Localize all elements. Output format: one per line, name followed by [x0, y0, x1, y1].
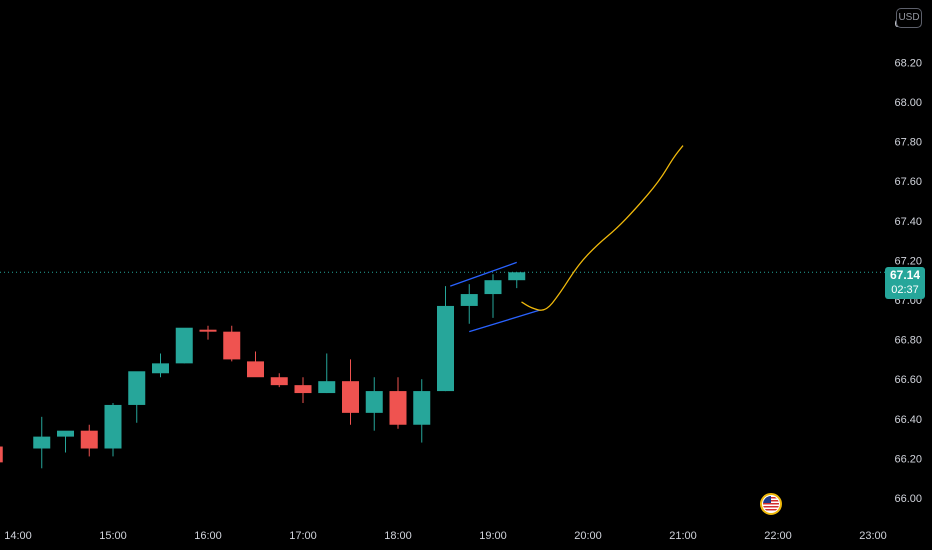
candle	[57, 430, 74, 453]
candle-body	[342, 381, 359, 413]
candle-body	[437, 305, 454, 392]
candle	[413, 379, 431, 443]
candle-body	[152, 363, 169, 374]
candle-body	[484, 280, 502, 295]
candle-body	[460, 294, 478, 306]
price-tick-label: 68.20	[894, 57, 922, 69]
candle-body	[199, 329, 217, 332]
projection-path[interactable]	[521, 145, 684, 311]
channel-line[interactable]	[450, 261, 517, 287]
candle-body	[128, 371, 146, 405]
time-tick-label: 17:00	[289, 530, 317, 542]
candle	[247, 351, 264, 378]
us-flag-icon[interactable]	[760, 493, 782, 515]
candle-body	[104, 404, 122, 449]
time-tick-label: 16:00	[194, 530, 222, 542]
price-axis[interactable]: 66.0066.2066.4066.6066.8067.0067.2067.40…	[894, 18, 922, 505]
candle	[270, 373, 288, 388]
channel-drawing[interactable]	[450, 261, 541, 333]
candle-body	[270, 377, 288, 386]
time-tick-label: 19:00	[479, 530, 507, 542]
candle	[104, 402, 122, 457]
candle-body	[413, 391, 431, 425]
candle-body	[33, 436, 51, 449]
candle	[365, 377, 383, 431]
candle-body	[0, 446, 3, 463]
channel-line[interactable]	[469, 309, 541, 333]
price-tick-label: 67.40	[894, 216, 922, 228]
projection-drawing[interactable]	[521, 145, 684, 311]
candle	[128, 371, 146, 423]
price-tick-label: 66.40	[894, 414, 922, 426]
candle	[294, 377, 312, 403]
candle-body	[247, 361, 264, 378]
candle-body	[365, 391, 383, 413]
time-tick-label: 21:00	[669, 530, 697, 542]
candle	[175, 327, 193, 364]
candle-body	[57, 430, 74, 437]
price-tick-label: 67.80	[894, 137, 922, 149]
candle-body	[508, 272, 526, 281]
candle-body	[294, 385, 312, 394]
price-tick-label: 66.60	[894, 374, 922, 386]
currency-button[interactable]: USD	[896, 8, 922, 28]
candle	[0, 446, 3, 463]
price-tick-label: 67.60	[894, 176, 922, 188]
candle	[437, 286, 454, 392]
candle	[508, 272, 526, 289]
last-price-badge: 67.14 02:37	[885, 267, 925, 299]
time-tick-label: 15:00	[99, 530, 127, 542]
candle	[33, 416, 51, 469]
price-tick-label: 67.20	[894, 255, 922, 267]
candle	[199, 325, 217, 340]
candle-body	[389, 391, 407, 425]
time-tick-label: 23:00	[859, 530, 887, 542]
candle	[389, 377, 407, 429]
time-tick-label: 18:00	[384, 530, 412, 542]
candle	[80, 424, 98, 457]
candle	[223, 325, 241, 362]
candle	[484, 274, 502, 318]
candle	[152, 353, 169, 378]
candles	[0, 272, 526, 469]
time-tick-label: 14:00	[4, 530, 32, 542]
price-tick-label: 66.00	[894, 493, 922, 505]
time-tick-label: 20:00	[574, 530, 602, 542]
price-tick-label: 68.00	[894, 97, 922, 109]
price-tick-label: 66.20	[894, 453, 922, 465]
time-axis[interactable]: 14:00 15:00 16:00 17:00 18:00 19:00 20:00 21:00…	[4, 530, 887, 542]
candle-body	[223, 331, 241, 360]
candle	[342, 359, 359, 425]
candle-body	[175, 327, 193, 364]
time-tick-label: 22:00	[764, 530, 792, 542]
candle-body	[80, 430, 98, 449]
candle-body	[318, 381, 336, 394]
candle	[318, 353, 336, 394]
bar-countdown: 02:37	[891, 284, 919, 296]
candle	[460, 284, 478, 324]
price-tick-label: 66.80	[894, 335, 922, 347]
last-price-value: 67.14	[889, 268, 921, 282]
